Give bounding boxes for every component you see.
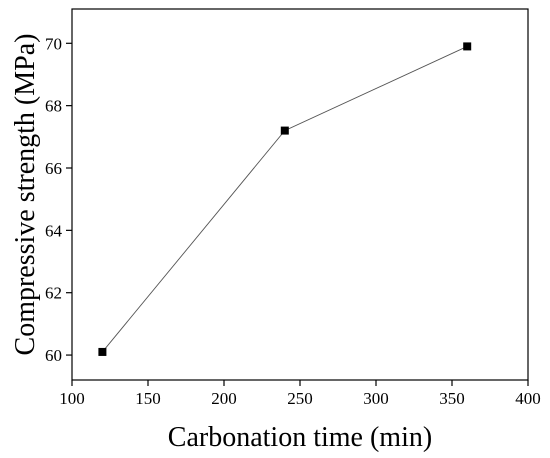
y-tick-label: 66 xyxy=(45,159,62,178)
y-tick-label: 60 xyxy=(45,346,62,365)
x-tick-label: 250 xyxy=(287,389,313,408)
x-tick-label: 300 xyxy=(363,389,389,408)
x-tick-label: 150 xyxy=(135,389,161,408)
plot-frame xyxy=(71,8,529,381)
x-axis-label: Carbonation time (min) xyxy=(168,422,432,453)
series-layer xyxy=(98,42,472,356)
data-point xyxy=(280,126,289,135)
y-tick-label: 64 xyxy=(45,221,63,240)
x-tick-label: 400 xyxy=(515,389,541,408)
data-point xyxy=(463,42,472,51)
x-tick-label: 350 xyxy=(439,389,465,408)
y-axis-label: Compressive strength (MPa) xyxy=(10,34,41,356)
y-tick-label: 62 xyxy=(45,284,62,303)
x-tick-label: 200 xyxy=(211,389,237,408)
y-tick-label: 70 xyxy=(45,34,62,53)
series-line xyxy=(102,46,468,353)
data-point xyxy=(98,347,107,356)
y-axis-ticks: 60 62 64 66 68 70 xyxy=(45,34,72,365)
y-tick-label: 68 xyxy=(45,97,62,116)
x-tick-label: 100 xyxy=(59,389,85,408)
x-axis-ticks: 100 150 200 250 300 350 400 xyxy=(59,380,541,408)
